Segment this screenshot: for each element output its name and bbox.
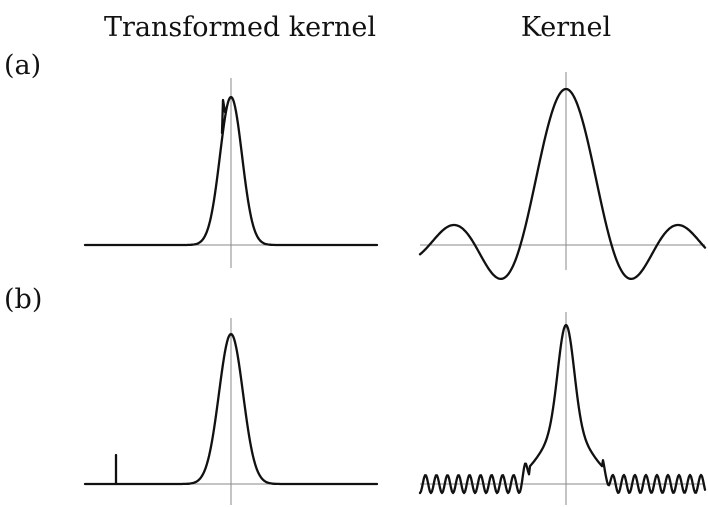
curve-a-transformed	[83, 95, 379, 247]
row-label-b: (b)	[4, 284, 42, 315]
row-label-a: (a)	[4, 50, 41, 81]
heading-kernel: Kernel	[521, 12, 611, 43]
heading-transformed-kernel: Transformed kernel	[104, 12, 376, 43]
panel-b-kernel	[418, 312, 707, 505]
panel-a-transformed-kernel	[83, 78, 379, 268]
spike-artifact	[220, 98, 227, 135]
panel-a-kernel	[418, 72, 707, 281]
panel-b-transformed-kernel	[83, 318, 379, 505]
curve-b-transformed	[83, 332, 379, 486]
curve-b-kernel	[418, 323, 707, 495]
curve-a-kernel	[418, 87, 707, 281]
